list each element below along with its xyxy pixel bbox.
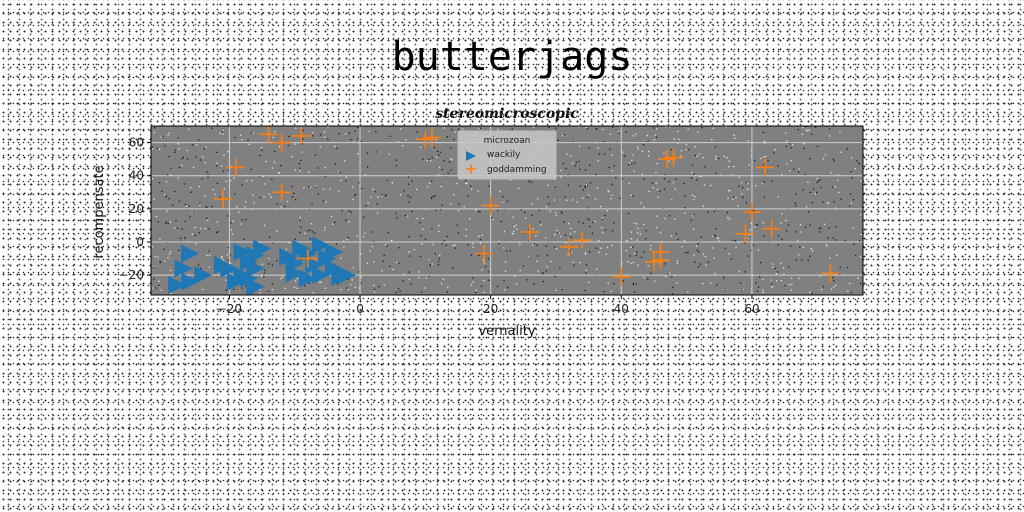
legend-label-goddamming: goddamming [487, 165, 547, 175]
point-goddamming [226, 158, 245, 177]
point-wackily [168, 276, 187, 295]
point-wackily [194, 266, 213, 285]
point-wackily [279, 247, 298, 266]
y-axis-label: recompensate [92, 165, 107, 258]
point-wackily [181, 272, 200, 291]
legend-label-wackily: wackily [487, 150, 521, 160]
point-goddamming [213, 189, 232, 208]
x-tick-label: −20 [217, 302, 242, 316]
point-goddamming [664, 148, 683, 167]
x-tick-label: 60 [744, 302, 759, 316]
point-goddamming [742, 203, 761, 222]
point-wackily [305, 256, 324, 275]
x-tick-label: 40 [614, 302, 629, 316]
point-wackily [246, 277, 265, 296]
legend-marker-goddamming [466, 164, 476, 174]
point-goddamming [560, 237, 579, 256]
legend-box [457, 130, 557, 180]
grid [151, 126, 863, 295]
y-tick-label: 40 [129, 169, 144, 183]
point-goddamming [651, 251, 670, 270]
point-wackily [298, 269, 317, 288]
series-wackily [168, 236, 356, 296]
point-goddamming [272, 183, 291, 202]
point-goddamming [422, 128, 441, 147]
page-title: butterjags [391, 34, 633, 80]
point-goddamming [612, 267, 631, 286]
point-wackily [174, 259, 193, 278]
y-tick-label: 20 [129, 202, 144, 216]
chart-subtitle: stereomicroscopic [435, 106, 579, 122]
point-goddamming [292, 126, 311, 145]
y-axis: −20 0 20 40 60 [119, 136, 151, 282]
point-goddamming [821, 264, 840, 283]
plot-frame [150, 125, 864, 296]
point-wackily [239, 269, 258, 288]
point-wackily [233, 242, 252, 261]
legend-title: microzoan [484, 136, 531, 146]
point-wackily [311, 266, 330, 285]
point-goddamming [481, 196, 500, 215]
point-wackily [337, 266, 356, 285]
point-wackily [285, 264, 304, 283]
y-tick-label: 60 [129, 136, 144, 150]
y-tick-label: −20 [119, 268, 144, 282]
x-axis: −20 0 20 40 60 [217, 295, 760, 316]
point-wackily [311, 236, 330, 255]
point-goddamming [520, 223, 539, 242]
point-goddamming [272, 133, 291, 152]
x-tick-label: 0 [356, 302, 364, 316]
point-wackily [246, 259, 265, 278]
point-wackily [181, 244, 200, 263]
point-goddamming [762, 219, 781, 238]
point-goddamming [736, 224, 755, 243]
legend-marker-wackily [466, 151, 476, 161]
point-wackily [324, 242, 343, 261]
point-wackily [324, 259, 343, 278]
point-wackily [246, 246, 265, 265]
point-goddamming [298, 249, 317, 268]
point-goddamming [259, 125, 278, 144]
y-tick-label: 0 [136, 235, 144, 249]
point-wackily [220, 259, 239, 278]
legend: microzoan wackily goddamming [457, 130, 557, 180]
x-tick-label: 20 [483, 302, 498, 316]
point-goddamming [573, 231, 592, 250]
x-axis-label: vernality [478, 324, 535, 339]
point-goddamming [756, 158, 775, 177]
series-goddamming [213, 125, 840, 286]
point-goddamming [475, 244, 494, 263]
